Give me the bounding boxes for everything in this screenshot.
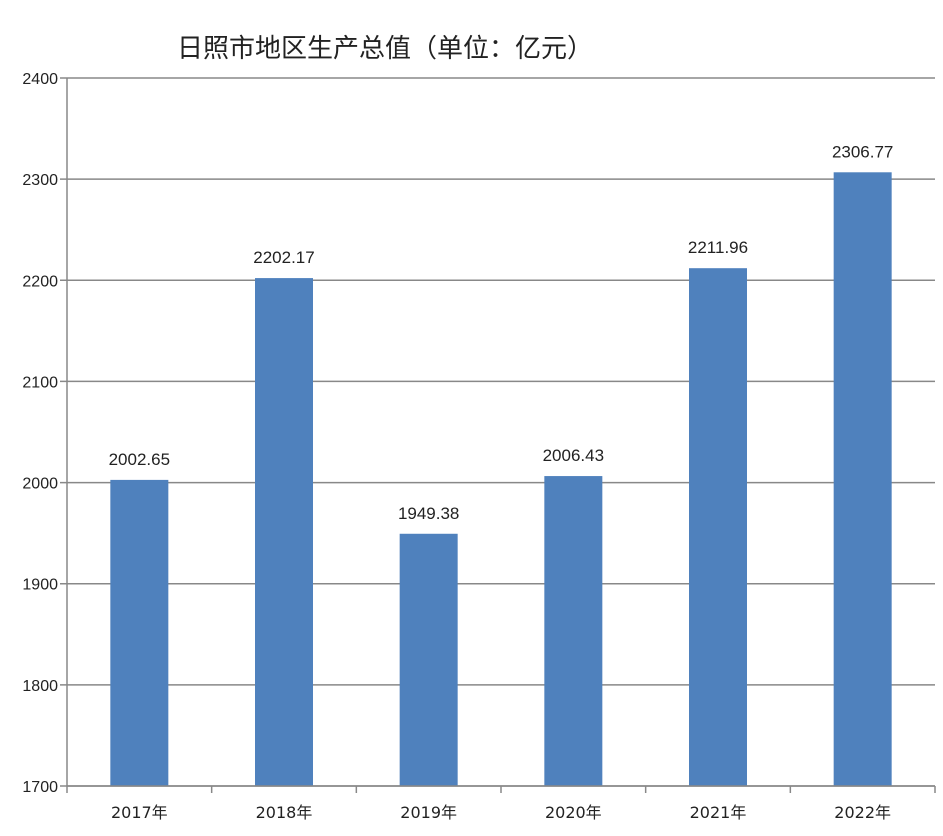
bar	[399, 533, 458, 786]
y-tick-label: 2300	[22, 172, 58, 189]
x-tick-label: 2022年	[834, 803, 891, 822]
data-label: 1949.38	[398, 504, 459, 523]
axes	[66, 78, 936, 793]
gridlines	[60, 77, 935, 787]
x-tick-label: 2018年	[256, 803, 313, 822]
data-label: 2002.65	[109, 450, 170, 469]
data-label: 2211.96	[688, 238, 748, 257]
x-tick-label: 2019年	[400, 803, 457, 822]
data-label: 2202.17	[253, 248, 314, 267]
y-tick-labels: 1700 1800 1900 2000 2100 2200 2300 2400	[22, 71, 58, 796]
data-label: 2006.43	[543, 446, 604, 465]
data-labels: 2002.65 2202.17 1949.38 2006.43 2211.96 2306.…	[109, 142, 894, 522]
bar	[833, 172, 892, 787]
y-tick-label: 1900	[22, 577, 58, 594]
x-tick-label: 2017年	[111, 803, 168, 822]
y-tick-label: 2200	[22, 273, 58, 290]
y-tick-label: 2000	[22, 476, 58, 493]
x-tick-labels: 2017年 2018年 2019年 2020年 2021年 2022年	[111, 803, 891, 822]
y-tick-label: 1700	[22, 779, 58, 796]
x-tick-label: 2020年	[545, 803, 602, 822]
y-tick-label: 1800	[22, 678, 58, 695]
bars	[110, 172, 892, 787]
bar	[544, 476, 603, 786]
bar	[689, 268, 747, 786]
x-tick-label: 2021年	[690, 803, 747, 822]
data-label: 2306.77	[832, 142, 893, 161]
y-tick-label: 2100	[22, 374, 58, 391]
chart-title: 日照市地区生产总值（单位：亿元）	[176, 34, 593, 64]
bar	[255, 278, 313, 786]
bar	[110, 479, 169, 786]
y-tick-label: 2400	[22, 71, 58, 88]
